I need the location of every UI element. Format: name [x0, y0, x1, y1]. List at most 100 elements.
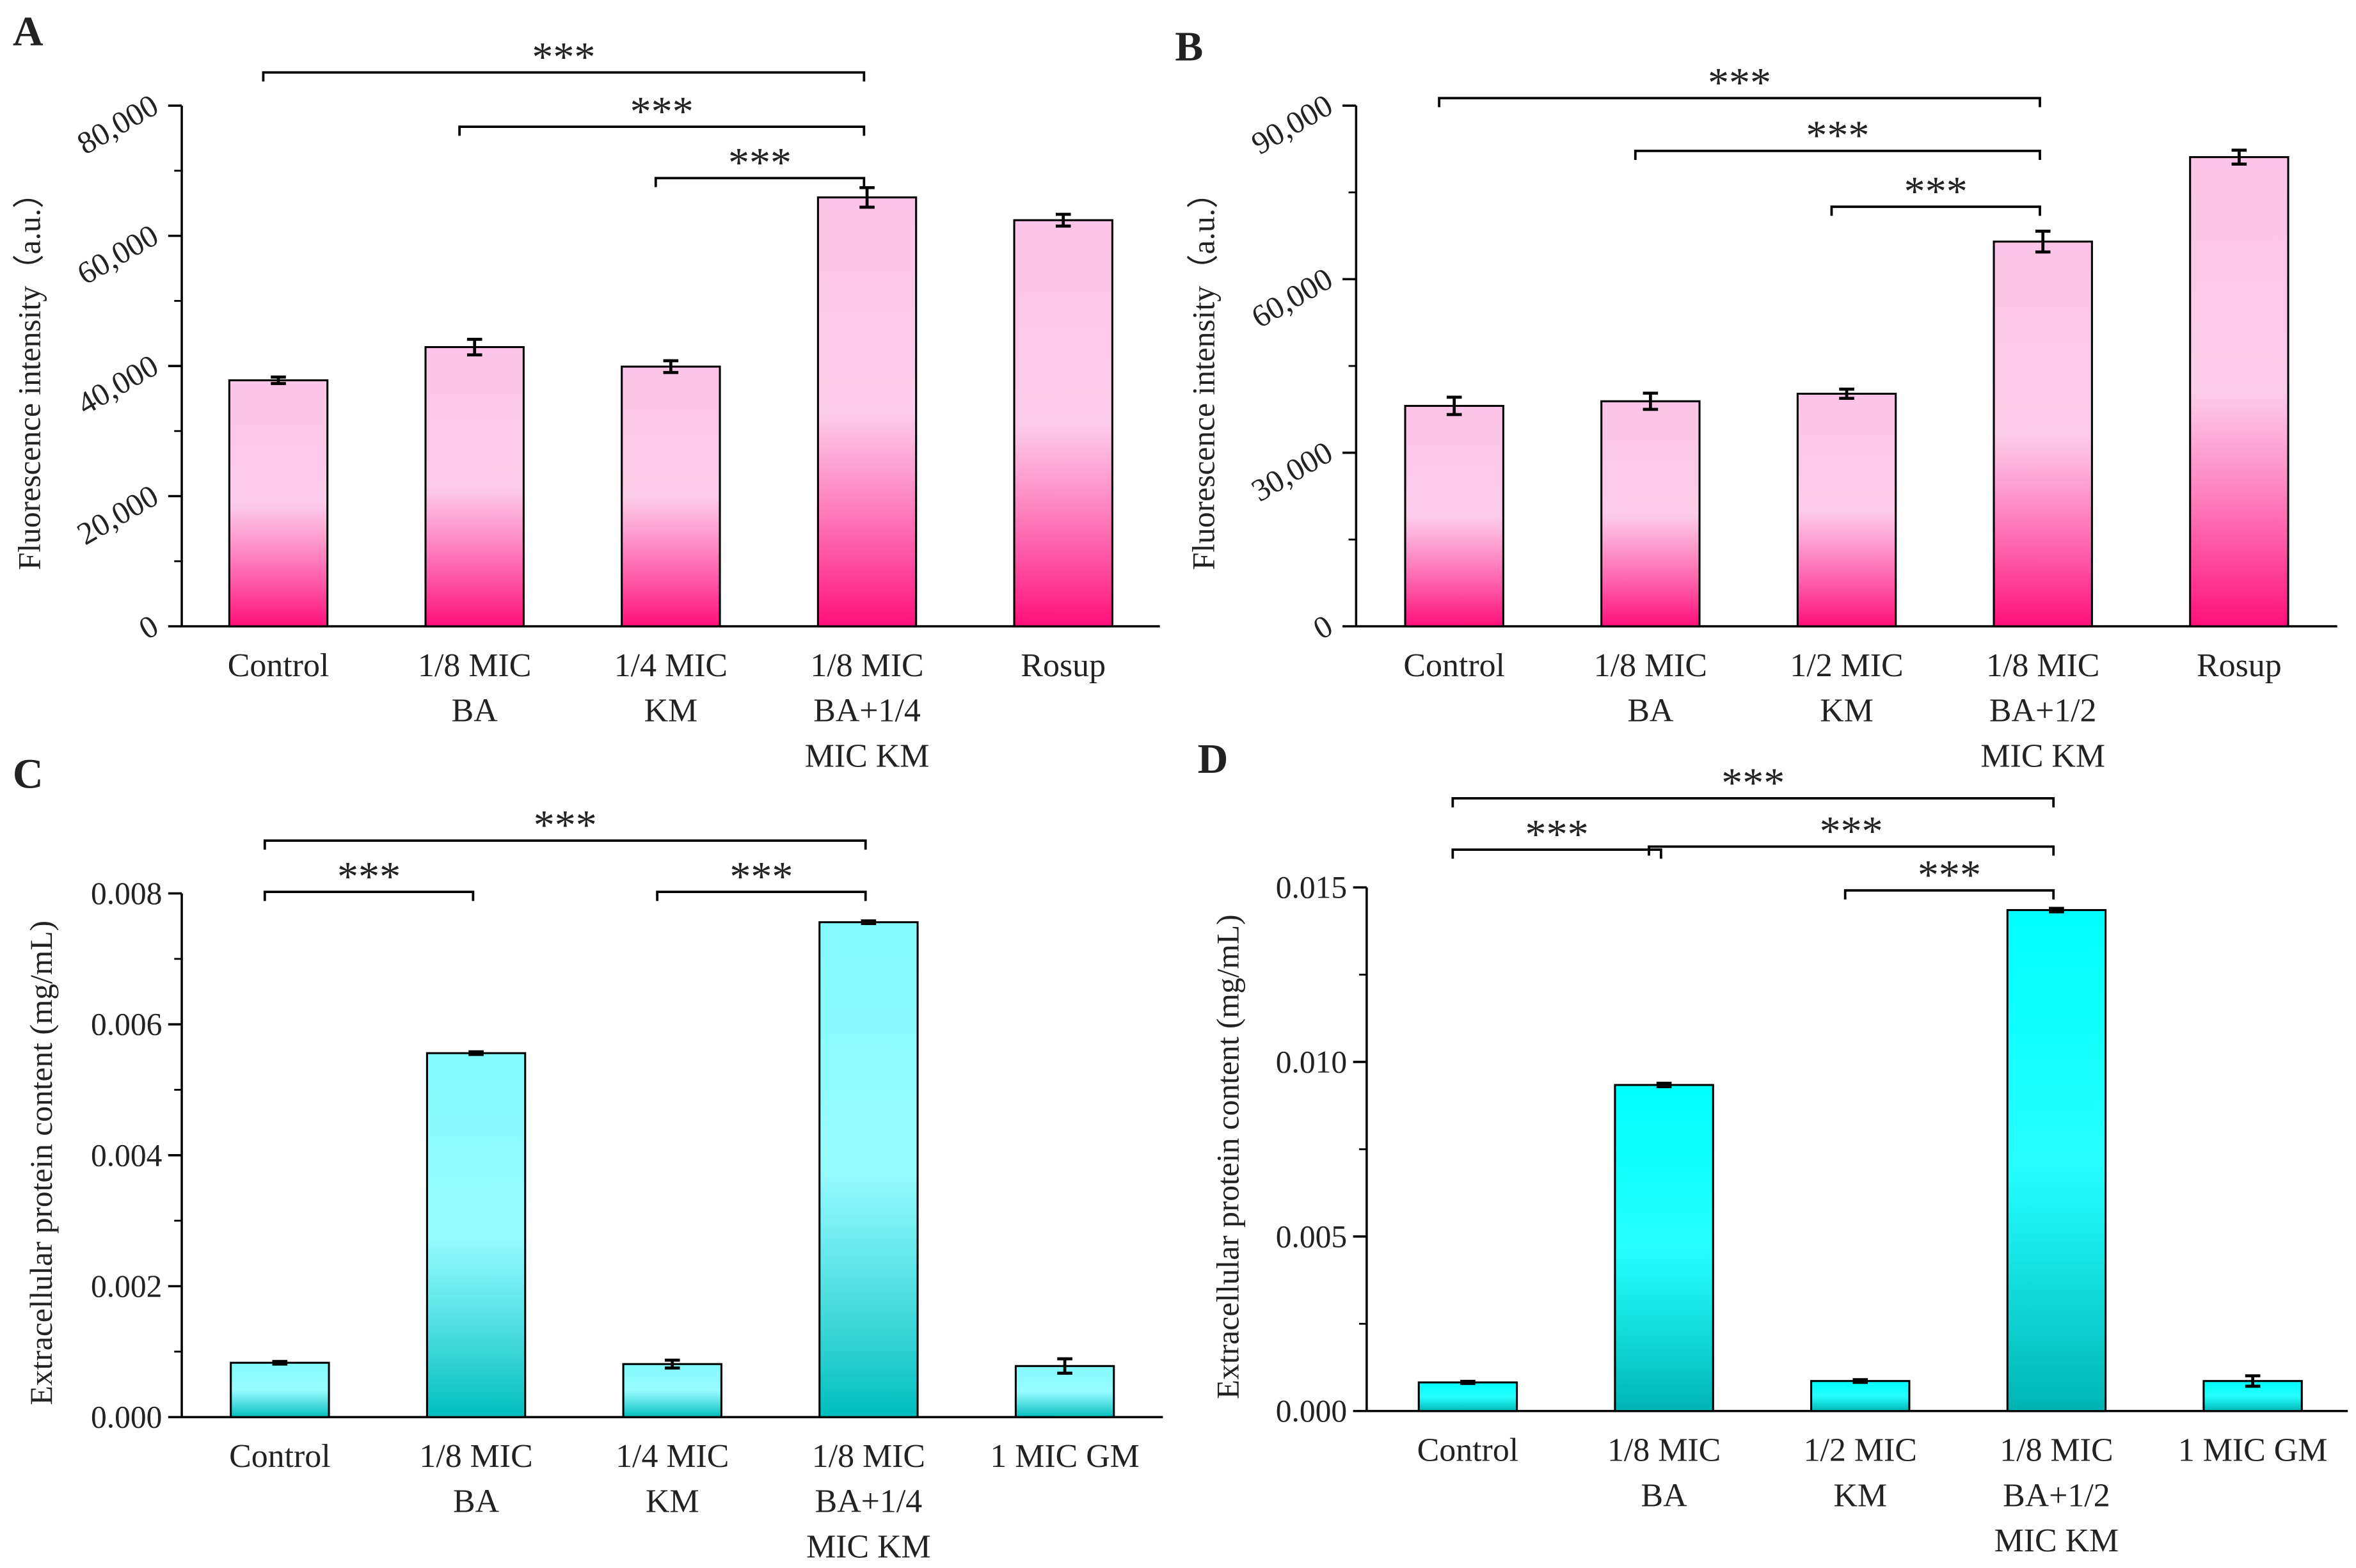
significance-label: ***: [729, 853, 793, 900]
x-tick-label: 1/2 MIC: [1804, 1432, 1917, 1469]
panel-A: A 0 20,000 40,000 60,000 80,000 Fluorescence i…: [12, 8, 1160, 774]
y-tick-label: 0: [1307, 608, 1339, 646]
significance-label: ***: [630, 88, 694, 135]
significance-label: ***: [532, 34, 595, 81]
x-tick-label: MIC KM: [806, 1528, 931, 1565]
y-tick-label: 0.005: [1276, 1219, 1347, 1254]
significance-bracket: [1451, 848, 1662, 859]
significance-bracket: [458, 125, 866, 136]
x-tick-label: 1/8 MIC: [419, 1438, 532, 1475]
y-tick-label: 0.008: [91, 876, 162, 911]
significance-bracket: [1634, 150, 2041, 161]
y-tick-label: 0.006: [91, 1007, 162, 1042]
significance-label: ***: [337, 853, 401, 900]
y-axis-title: Fluorescence intensity（a.u.）: [1186, 177, 1222, 571]
bar: [1810, 1380, 1911, 1413]
significance-bracket: [263, 839, 867, 850]
bar: [230, 1361, 330, 1418]
significance-label: ***: [1721, 760, 1785, 807]
x-tick-label: 1/4 MIC: [614, 647, 728, 684]
bar: [622, 1363, 722, 1418]
significance-bracket: [1438, 97, 2041, 107]
bar: [2006, 909, 2107, 1413]
y-tick-label: 0.010: [1276, 1044, 1347, 1079]
bar: [1600, 400, 1701, 628]
y-tick-label: 0.000: [91, 1400, 162, 1435]
x-tick-label: Control: [228, 647, 330, 684]
x-tick-label: 1/8 MIC: [1594, 647, 1707, 684]
x-tick-label: 1/8 MIC: [812, 1438, 925, 1475]
bar: [1993, 241, 2093, 628]
significance-bracket: [1451, 797, 2055, 808]
significance-label: ***: [1820, 808, 1883, 855]
x-tick-label: KM: [1820, 693, 1874, 729]
panel-C: C 0.000 0.002 0.004 0.006 0.008 Extracellular …: [13, 750, 1163, 1565]
y-tick-label: 80,000: [71, 87, 164, 161]
x-tick-label: MIC KM: [805, 738, 930, 774]
y-tick-label: 0.002: [91, 1269, 162, 1304]
x-tick-label: 1/8 MIC: [2000, 1432, 2113, 1469]
x-tick-label: BA+1/4: [815, 1484, 923, 1520]
panel-B: B 0 30,000 60,000 90,000 Fluorescence intensi…: [1175, 23, 2337, 774]
x-tick-label: Rosup: [2197, 647, 2282, 684]
x-tick-label: KM: [646, 1484, 699, 1520]
panel-label: C: [13, 750, 44, 797]
bar: [1417, 1381, 1518, 1413]
bar: [1614, 1084, 1714, 1413]
x-tick-label: BA: [453, 1484, 500, 1520]
bar: [1013, 219, 1113, 628]
y-tick-label: 20,000: [71, 478, 164, 552]
y-tick-label: 0.000: [1276, 1393, 1347, 1429]
significance-label: ***: [1806, 113, 1869, 159]
y-tick-label: 60,000: [1245, 261, 1338, 335]
x-tick-label: 1 MIC GM: [990, 1438, 1139, 1475]
x-tick-label: MIC KM: [1980, 738, 2105, 774]
bar: [1404, 404, 1504, 628]
x-tick-label: KM: [1833, 1477, 1887, 1514]
y-tick-label: 0.015: [1276, 870, 1347, 905]
panel-label: A: [13, 8, 44, 55]
significance-bracket: [654, 177, 866, 187]
y-axis-title: Extracellular protein content (mg/mL): [1210, 914, 1245, 1399]
panel-label: D: [1198, 736, 1229, 782]
x-tick-label: 1/4 MIC: [616, 1438, 729, 1475]
y-tick-label: 90,000: [1245, 87, 1338, 161]
bar: [2189, 156, 2289, 628]
x-tick-label: BA+1/2: [1989, 693, 2097, 729]
significance-label: ***: [1525, 811, 1589, 858]
x-tick-label: 1 MIC GM: [2178, 1432, 2327, 1469]
x-tick-label: Control: [229, 1438, 331, 1475]
significance-label: ***: [534, 802, 597, 849]
x-tick-label: BA+1/4: [813, 693, 921, 729]
x-tick-label: KM: [644, 693, 698, 729]
x-tick-label: MIC KM: [1994, 1523, 2119, 1559]
x-tick-label: BA+1/2: [2003, 1477, 2110, 1514]
x-tick-label: 1/2 MIC: [1790, 647, 1903, 684]
x-tick-label: BA: [452, 693, 498, 729]
significance-bracket: [1830, 205, 2041, 216]
significance-bracket: [1843, 889, 2055, 899]
y-tick-label: 30,000: [1245, 434, 1338, 509]
panel-label: B: [1175, 23, 1203, 70]
x-tick-label: Rosup: [1021, 647, 1106, 684]
significance-label: ***: [728, 139, 792, 186]
panel-D: D 0.000 0.005 0.010 0.015 Extracellular prote…: [1198, 736, 2348, 1559]
significance-bracket: [656, 891, 867, 901]
y-tick-label: 0.004: [91, 1137, 162, 1173]
significance-label: ***: [1918, 851, 1981, 898]
bar: [816, 196, 918, 628]
significance-label: ***: [1904, 168, 1968, 215]
significance-bracket: [1648, 845, 2055, 856]
significance-bracket: [263, 891, 475, 901]
bar: [228, 379, 329, 628]
x-tick-label: 1/8 MIC: [418, 647, 531, 684]
bar: [1796, 392, 1897, 628]
bar: [424, 346, 525, 628]
significance-label: ***: [1708, 59, 1771, 106]
y-tick-label: 0: [133, 608, 164, 646]
x-tick-label: Control: [1417, 1432, 1519, 1469]
y-tick-label: 40,000: [71, 347, 164, 422]
x-tick-label: BA: [1627, 693, 1674, 729]
bar: [621, 365, 721, 628]
